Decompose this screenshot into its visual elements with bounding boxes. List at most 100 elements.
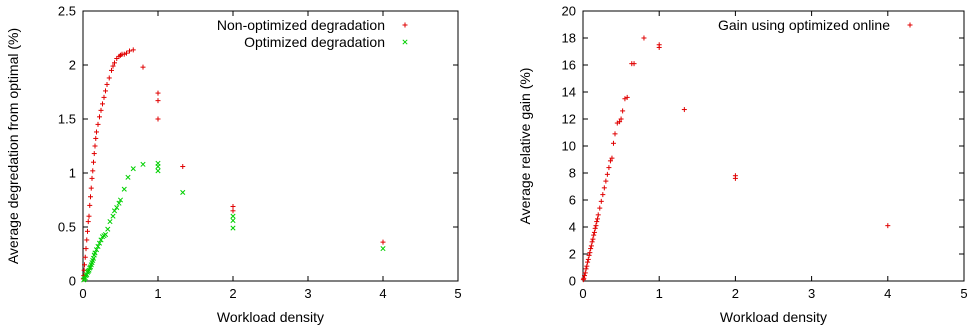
data-point-b bbox=[114, 205, 120, 211]
y-tick-label: 1.5 bbox=[58, 112, 76, 127]
data-point bbox=[620, 108, 626, 114]
y-tick-label: 1 bbox=[69, 166, 76, 181]
y-tick-label: 18 bbox=[562, 31, 576, 46]
data-point bbox=[583, 266, 589, 272]
data-point bbox=[82, 262, 87, 268]
y-tick-label: 6 bbox=[569, 193, 576, 208]
series-1 bbox=[80, 47, 386, 282]
data-point bbox=[380, 239, 386, 245]
data-point-b bbox=[92, 250, 98, 256]
data-point bbox=[114, 205, 120, 211]
data-point bbox=[127, 48, 132, 54]
data-point bbox=[105, 226, 111, 232]
y-axis-label: Average relative gain (%) bbox=[517, 68, 533, 225]
data-point-b bbox=[95, 243, 101, 249]
data-point-b bbox=[230, 225, 236, 231]
data-point bbox=[100, 101, 105, 107]
data-point bbox=[97, 114, 102, 120]
data-point bbox=[95, 243, 101, 249]
data-point bbox=[603, 178, 609, 184]
legend-label: Non-optimized degradation bbox=[217, 17, 385, 33]
x-tick-label: 5 bbox=[960, 286, 967, 301]
legend-label: Optimized degradation bbox=[244, 34, 385, 50]
data-point bbox=[92, 250, 98, 256]
data-point bbox=[95, 121, 101, 127]
data-point bbox=[82, 254, 88, 260]
data-point bbox=[155, 98, 161, 104]
data-point bbox=[155, 163, 161, 170]
data-point-b bbox=[121, 186, 127, 192]
legend-marker bbox=[402, 39, 408, 45]
x-tick-label: 0 bbox=[579, 286, 586, 301]
y-tick-label: 10 bbox=[562, 139, 576, 154]
data-point-b bbox=[140, 161, 146, 167]
data-point bbox=[595, 212, 601, 218]
data-point-b bbox=[117, 197, 124, 203]
y-tick-label: 0.5 bbox=[58, 220, 76, 235]
x-axis-label: Workload density bbox=[217, 309, 324, 325]
data-point bbox=[85, 228, 90, 234]
data-point-b bbox=[111, 208, 118, 214]
data-point bbox=[90, 168, 96, 174]
x-tick-label: 4 bbox=[884, 286, 891, 301]
data-point bbox=[581, 275, 587, 281]
data-point bbox=[584, 263, 590, 269]
data-point bbox=[88, 185, 94, 191]
y-tick-label: 2 bbox=[69, 58, 76, 73]
data-point bbox=[91, 159, 96, 165]
data-point bbox=[592, 225, 598, 231]
data-point bbox=[618, 116, 624, 122]
x-tick-label: 2 bbox=[732, 286, 739, 301]
data-point bbox=[98, 107, 104, 113]
data-point bbox=[104, 81, 110, 87]
y-tick-label: 8 bbox=[569, 166, 576, 181]
data-point bbox=[89, 175, 95, 181]
data-point bbox=[87, 202, 93, 208]
data-point bbox=[582, 270, 588, 276]
data-point-b bbox=[105, 226, 111, 232]
data-point bbox=[230, 225, 236, 231]
plot-frame bbox=[582, 10, 965, 282]
data-point bbox=[130, 166, 136, 172]
y-tick-label: 2.5 bbox=[58, 4, 76, 19]
data-point bbox=[180, 164, 186, 170]
data-point bbox=[582, 273, 588, 279]
data-point bbox=[597, 205, 603, 211]
data-point bbox=[83, 246, 89, 252]
data-point bbox=[656, 44, 662, 50]
data-point bbox=[84, 237, 90, 243]
data-point bbox=[588, 243, 594, 249]
legend-label: Gain using optimized online bbox=[718, 17, 890, 33]
data-point-b bbox=[107, 219, 113, 225]
data-point-b bbox=[116, 200, 122, 206]
data-point bbox=[590, 236, 596, 242]
data-point bbox=[612, 131, 618, 137]
y-tick-label: 12 bbox=[562, 112, 576, 127]
x-tick-label: 5 bbox=[454, 286, 461, 301]
data-point bbox=[155, 168, 161, 174]
data-point bbox=[110, 63, 116, 69]
data-point bbox=[732, 175, 738, 181]
y-tick-label: 0 bbox=[569, 274, 576, 289]
data-point bbox=[610, 140, 616, 146]
x-tick-label: 3 bbox=[304, 286, 311, 301]
data-point-b bbox=[180, 189, 186, 195]
x-tick-label: 3 bbox=[808, 286, 815, 301]
data-point-b bbox=[102, 232, 109, 238]
legend-marker bbox=[402, 22, 408, 28]
data-point bbox=[604, 171, 610, 177]
data-point bbox=[110, 213, 116, 219]
data-point-b bbox=[380, 246, 386, 252]
data-point-b bbox=[93, 247, 100, 253]
data-point bbox=[98, 237, 104, 243]
data-point bbox=[116, 200, 122, 206]
data-point bbox=[230, 213, 236, 219]
data-point bbox=[93, 247, 100, 253]
data-point bbox=[112, 60, 117, 66]
y-tick-label: 0 bbox=[69, 274, 76, 289]
data-point bbox=[591, 232, 597, 238]
data-point-b bbox=[110, 213, 116, 219]
data-point-b bbox=[96, 240, 103, 246]
data-point bbox=[155, 90, 161, 96]
